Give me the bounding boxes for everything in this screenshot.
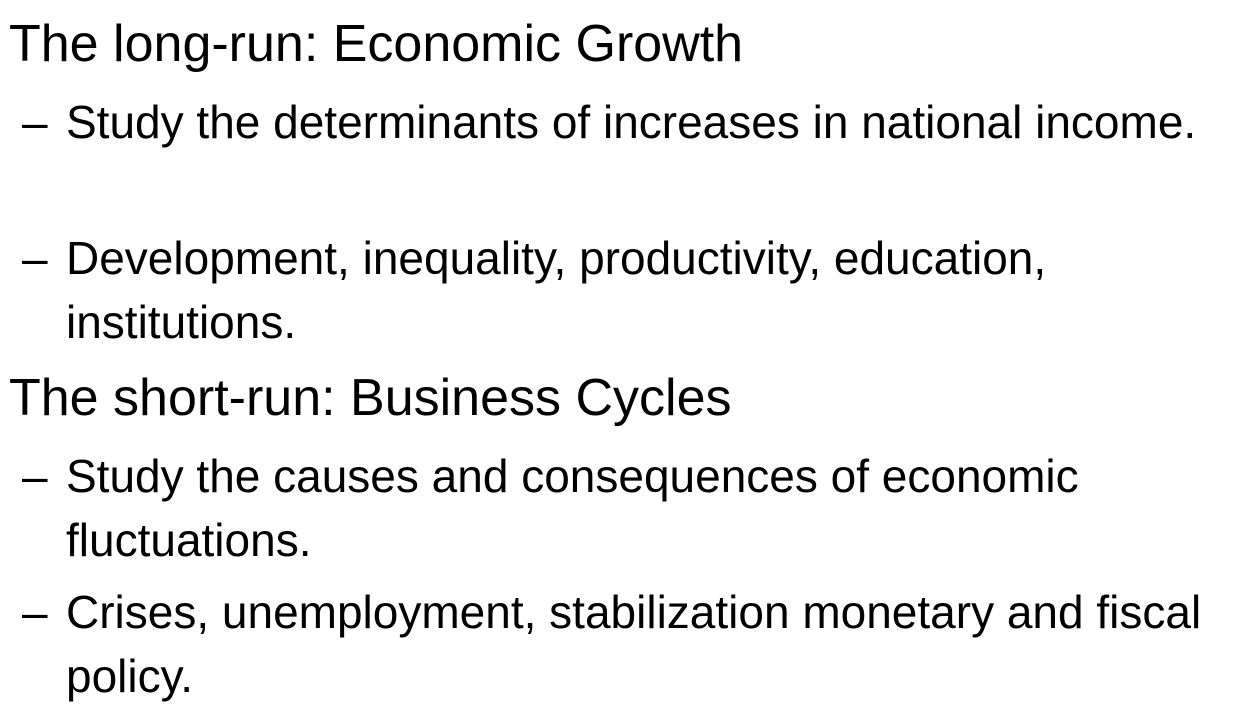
bullet-dash: – (22, 586, 48, 638)
bullet-text: Crises, unemployment, stabilization mone… (66, 586, 1202, 702)
bullet-dash: – (22, 96, 48, 148)
bullet-text: Development, inequality, productivity, e… (66, 232, 1047, 348)
section-heading-long-run: The long-run: Economic Growth (9, 15, 744, 73)
bullet-dash: – (22, 450, 48, 502)
bullet-text: Study the causes and consequences of eco… (66, 450, 1079, 566)
bullet-item: – Study the determinants of increases in… (22, 90, 1232, 154)
bullet-text: Study the determinants of increases in n… (66, 96, 1197, 148)
bullet-item: – Study the causes and consequences of e… (22, 444, 1232, 572)
bullet-item: – Crises, unemployment, stabilization mo… (22, 580, 1232, 708)
bullet-item: – Development, inequality, productivity,… (22, 226, 1232, 354)
bullet-dash: – (22, 232, 48, 284)
section-heading-short-run: The short-run: Business Cycles (9, 369, 732, 427)
